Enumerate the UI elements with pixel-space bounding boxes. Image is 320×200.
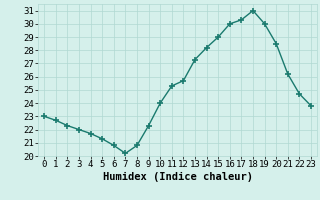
X-axis label: Humidex (Indice chaleur): Humidex (Indice chaleur) — [103, 172, 252, 182]
